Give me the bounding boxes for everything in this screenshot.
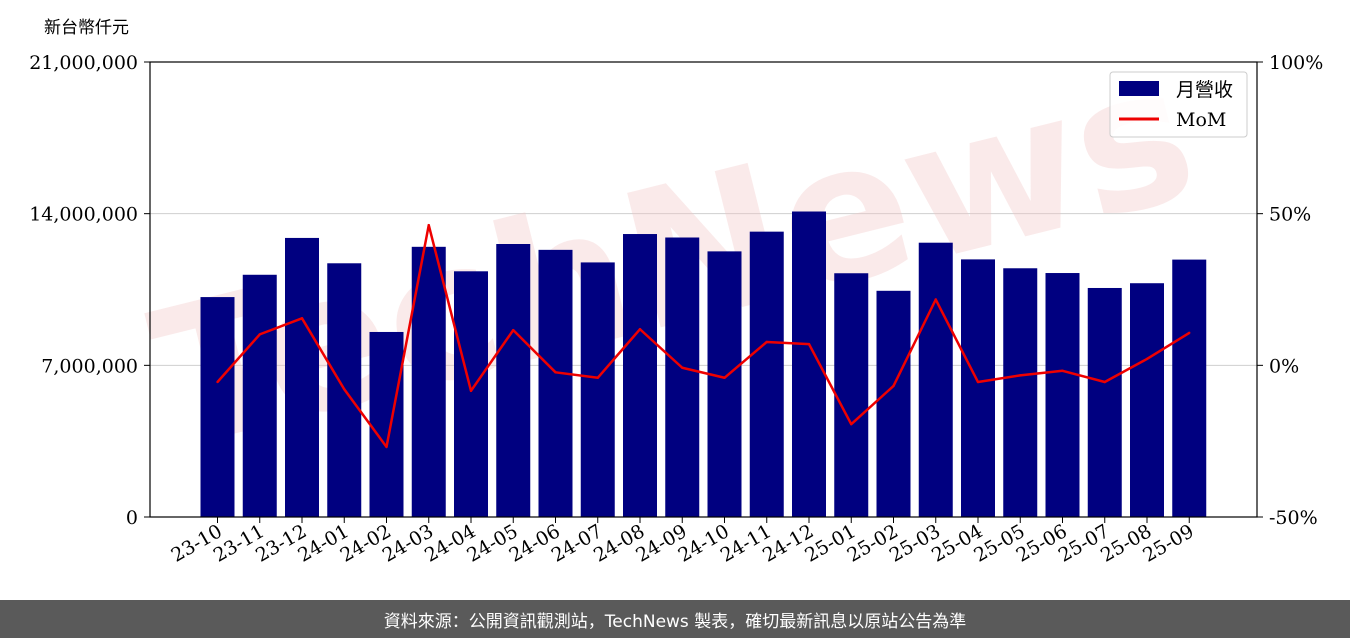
- mom-point: [1103, 380, 1106, 384]
- mom-line: [216, 223, 1190, 449]
- revenue-bar: [1003, 268, 1038, 517]
- revenue-bar: [749, 231, 784, 517]
- mom-point: [765, 340, 768, 344]
- mom-point: [638, 328, 642, 331]
- revenue-bar: [454, 271, 488, 517]
- bar-series: [200, 211, 1207, 518]
- revenue-bar: [961, 259, 995, 517]
- revenue-bar: [1130, 283, 1164, 517]
- mom-point: [976, 380, 980, 384]
- mom-point: [1061, 369, 1064, 372]
- mom-point: [1019, 374, 1022, 377]
- legend-label-mom: MoM: [1176, 109, 1226, 131]
- revenue-bar: [623, 234, 657, 518]
- mom-point: [427, 223, 430, 227]
- mom-point: [554, 371, 557, 374]
- mom-point: [934, 298, 937, 301]
- revenue-bar: [876, 290, 911, 517]
- mom-point: [469, 389, 473, 393]
- left-tick-label: 14,000,000: [29, 204, 138, 226]
- right-tick-label: 0%: [1269, 355, 1299, 377]
- legend-label-revenue: 月營收: [1176, 79, 1233, 101]
- revenue-bar: [242, 274, 277, 517]
- plot-frame: [149, 61, 1258, 518]
- mom-point: [512, 328, 515, 332]
- mom-line-series: [216, 223, 1191, 449]
- revenue-bar: [580, 262, 615, 517]
- revenue-bar: [918, 242, 953, 517]
- revenue-bar: [1087, 287, 1122, 517]
- revenue-bar: [538, 249, 573, 517]
- y-axis-unit-label: 新台幣仟元: [44, 18, 129, 38]
- mom-point: [850, 422, 853, 426]
- mom-point: [1188, 331, 1191, 335]
- revenue-bar: [707, 251, 742, 517]
- revenue-bar: [1172, 259, 1207, 517]
- mom-point: [343, 388, 346, 391]
- left-axis: 0 7,000,000 14,000,000 21,000,000: [29, 52, 150, 529]
- mom-point: [1145, 357, 1149, 361]
- mom-point: [723, 376, 726, 379]
- revenue-bar: [665, 237, 700, 517]
- revenue-bar: [496, 244, 531, 517]
- mom-point: [300, 317, 304, 320]
- revenue-bar: [1045, 273, 1080, 517]
- mom-point: [807, 342, 811, 346]
- left-tick-label: 21,000,000: [29, 52, 138, 74]
- mom-point: [258, 333, 261, 336]
- source-footer: 資料來源：公開資訊觀測站，TechNews 製表，確切最新訊息以原站公告為準: [0, 600, 1350, 638]
- right-tick-label: 100%: [1269, 52, 1323, 74]
- right-tick-label: 50%: [1269, 204, 1311, 226]
- mom-point: [892, 384, 895, 388]
- right-tick-label: -50%: [1269, 507, 1318, 529]
- legend: 月營收 MoM: [1109, 71, 1248, 138]
- x-axis: 23-1023-1123-1224-0124-0224-0324-0424-05…: [168, 517, 1198, 567]
- revenue-bar: [285, 237, 319, 517]
- left-tick-label: 0: [126, 507, 138, 529]
- legend-swatch-bar: [1119, 81, 1159, 96]
- right-axis: -50% 0% 50% 100%: [1257, 52, 1323, 529]
- mom-point: [216, 380, 219, 384]
- mom-point: [596, 376, 599, 379]
- left-tick-label: 7,000,000: [41, 355, 138, 377]
- revenue-chart: TechNews 07,000,00014,000,00021,000,000 …: [29, 18, 1323, 567]
- revenue-bar: [369, 331, 404, 517]
- revenue-bar: [411, 246, 446, 518]
- revenue-bar: [200, 297, 235, 517]
- mom-point: [385, 445, 388, 449]
- mom-point: [681, 366, 684, 369]
- revenue-bar: [834, 273, 869, 517]
